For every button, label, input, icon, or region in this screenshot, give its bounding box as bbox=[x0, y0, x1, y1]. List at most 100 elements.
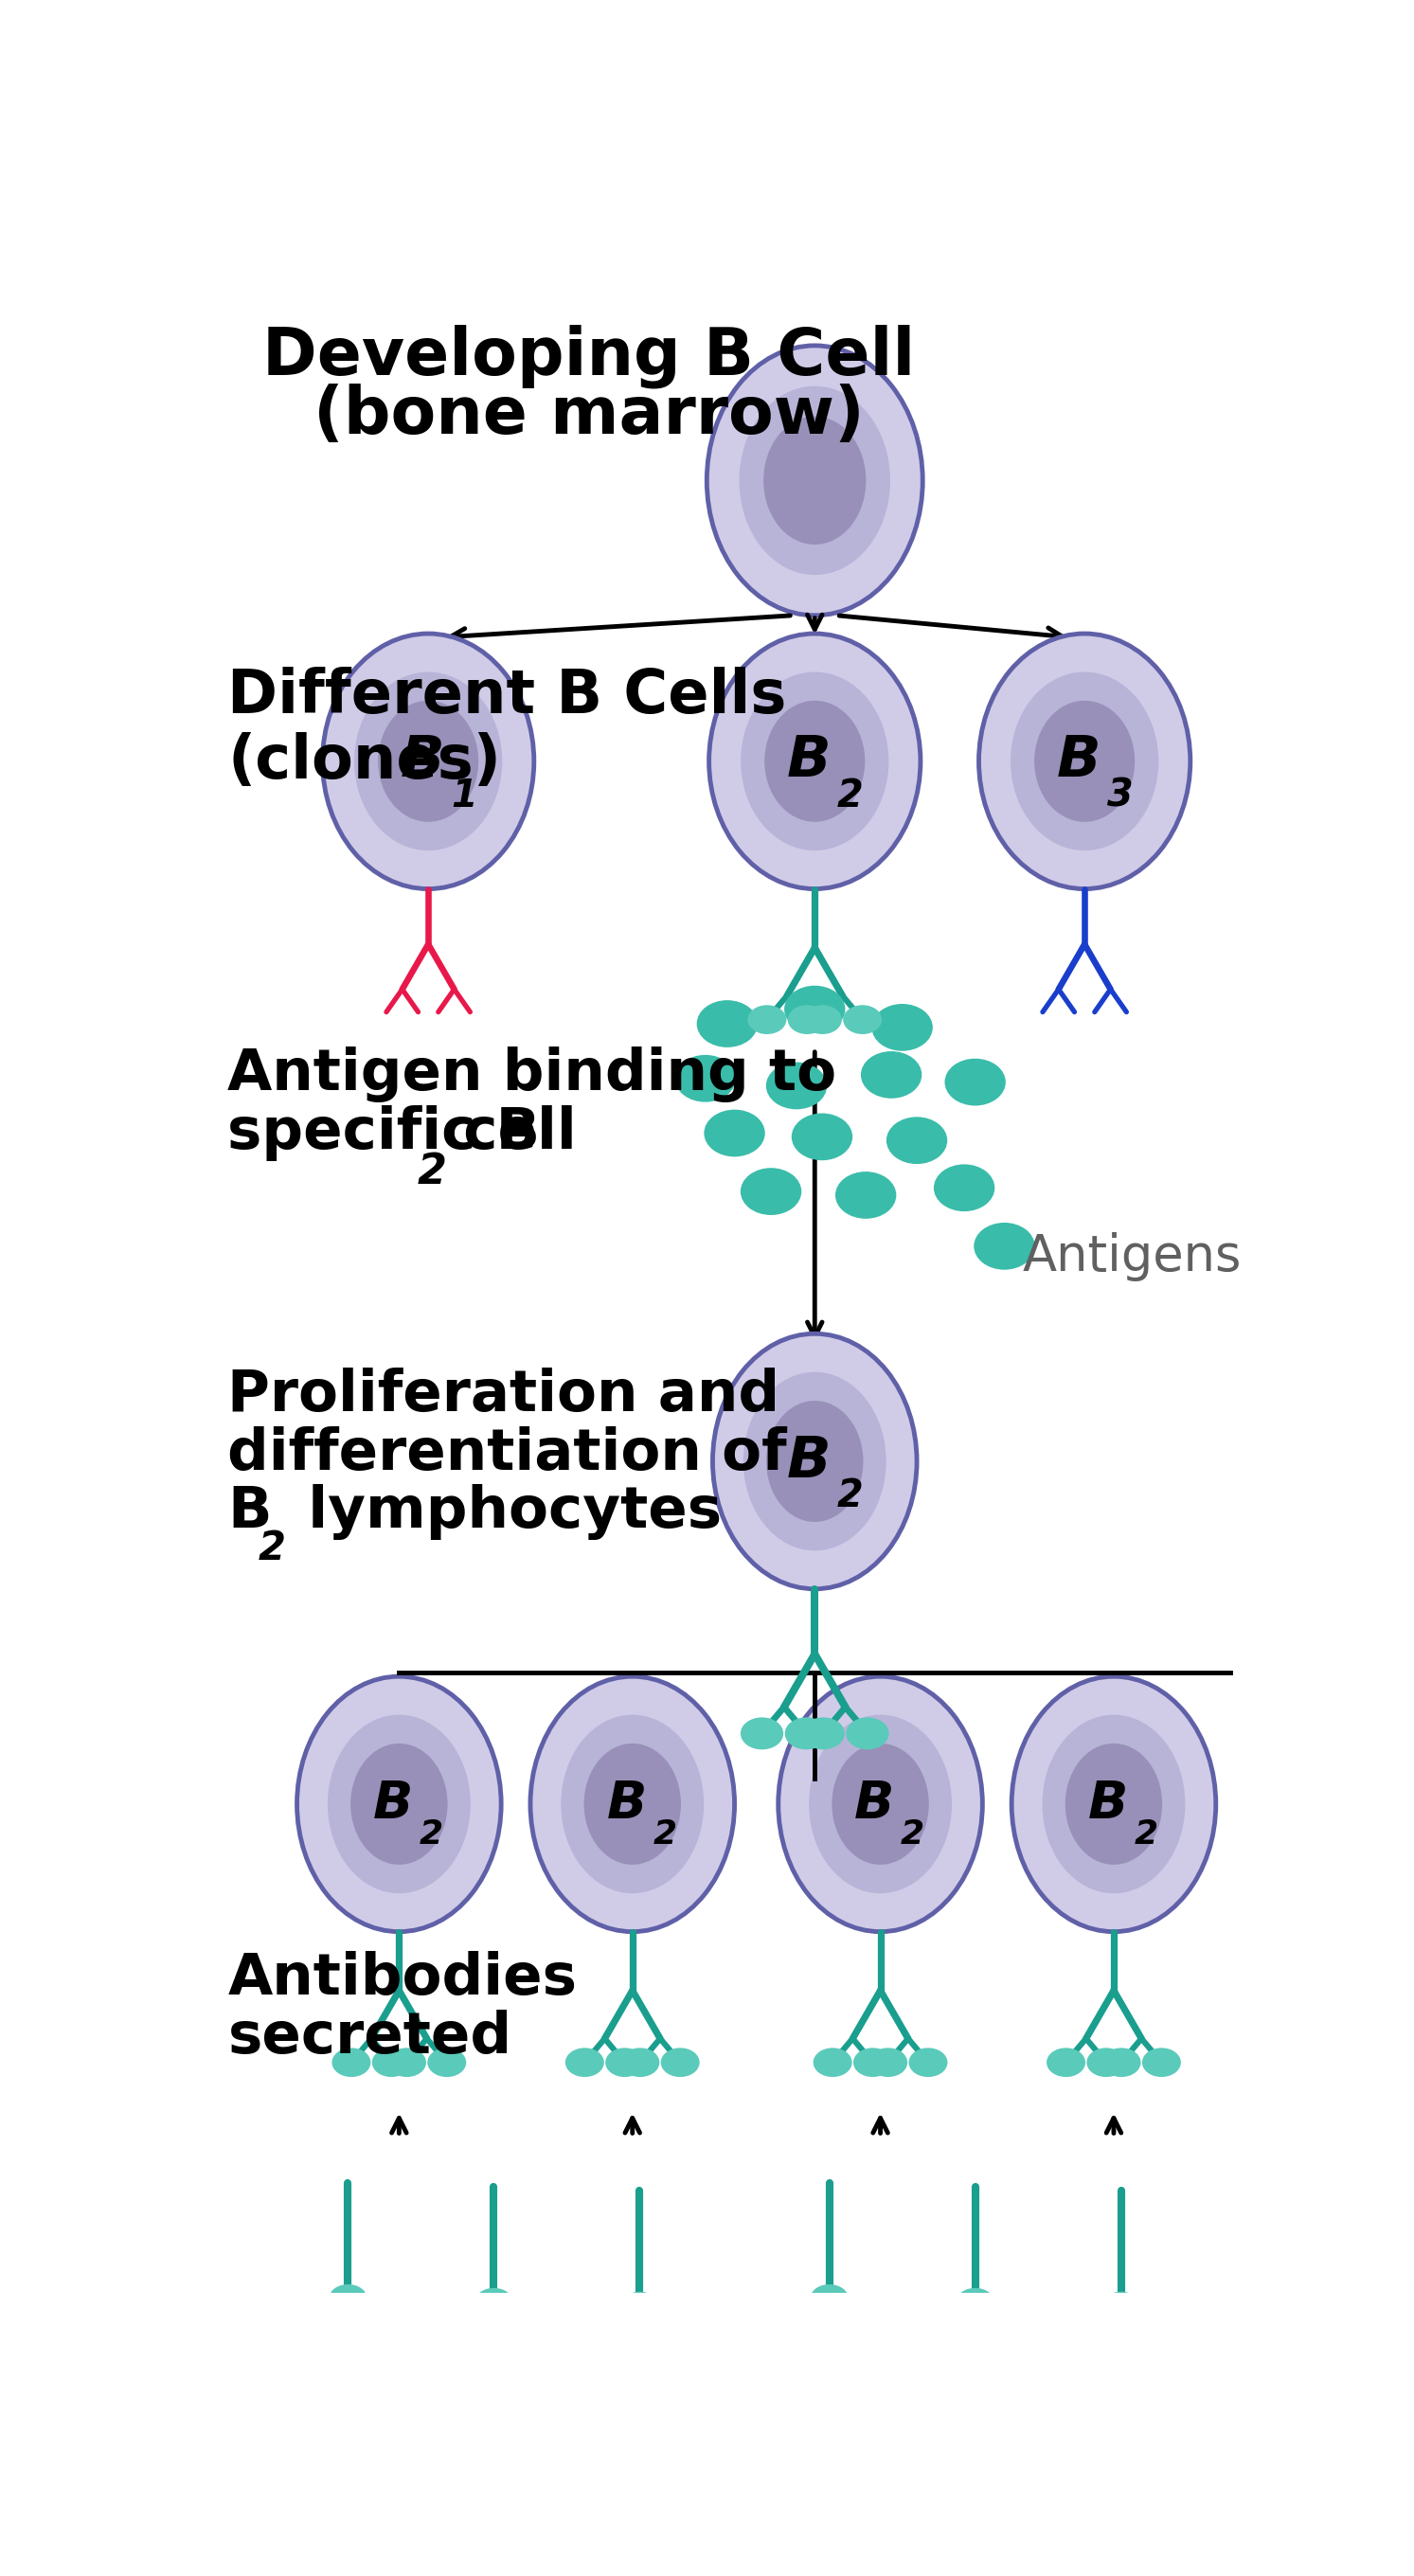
Ellipse shape bbox=[697, 999, 758, 1048]
Text: specific B: specific B bbox=[228, 1105, 540, 1162]
Ellipse shape bbox=[605, 2048, 645, 2076]
Ellipse shape bbox=[782, 2396, 846, 2442]
Text: differentiation of: differentiation of bbox=[228, 1427, 788, 1481]
Ellipse shape bbox=[764, 417, 865, 544]
Ellipse shape bbox=[1042, 1716, 1185, 1893]
Ellipse shape bbox=[530, 1677, 734, 1932]
Ellipse shape bbox=[1065, 1744, 1162, 1865]
Ellipse shape bbox=[624, 2403, 687, 2450]
Ellipse shape bbox=[792, 1113, 853, 1159]
Ellipse shape bbox=[853, 2048, 892, 2076]
Ellipse shape bbox=[855, 2398, 918, 2445]
Text: 2: 2 bbox=[259, 1528, 286, 1569]
Ellipse shape bbox=[1106, 2403, 1168, 2450]
Text: 2: 2 bbox=[837, 1479, 864, 1515]
Ellipse shape bbox=[584, 1744, 682, 1865]
Ellipse shape bbox=[1046, 2048, 1086, 2076]
Ellipse shape bbox=[1102, 2048, 1141, 2076]
Ellipse shape bbox=[810, 2285, 848, 2311]
Ellipse shape bbox=[332, 2048, 370, 2076]
Ellipse shape bbox=[748, 1005, 786, 1033]
Ellipse shape bbox=[1011, 672, 1158, 850]
Text: B: B bbox=[786, 1432, 831, 1489]
Ellipse shape bbox=[674, 1056, 735, 1103]
Ellipse shape bbox=[297, 1677, 501, 1932]
Ellipse shape bbox=[378, 701, 478, 822]
Ellipse shape bbox=[708, 634, 921, 889]
Ellipse shape bbox=[329, 2285, 366, 2311]
Text: Antigen binding to: Antigen binding to bbox=[228, 1046, 837, 1103]
Ellipse shape bbox=[404, 2396, 468, 2442]
Ellipse shape bbox=[909, 2048, 947, 2076]
Ellipse shape bbox=[887, 1118, 947, 1164]
Text: B: B bbox=[228, 1484, 271, 1540]
Ellipse shape bbox=[861, 1051, 922, 1097]
Text: secreted: secreted bbox=[228, 2009, 512, 2066]
Ellipse shape bbox=[355, 672, 502, 850]
Ellipse shape bbox=[427, 2048, 467, 2076]
Ellipse shape bbox=[846, 1718, 889, 1749]
Text: B: B bbox=[373, 1777, 413, 1829]
Text: Different B Cells: Different B Cells bbox=[228, 667, 786, 724]
Text: lymphocytes: lymphocytes bbox=[288, 1484, 723, 1540]
Ellipse shape bbox=[561, 1716, 704, 1893]
Ellipse shape bbox=[697, 2403, 759, 2450]
Ellipse shape bbox=[551, 2398, 614, 2445]
Text: 1: 1 bbox=[451, 778, 477, 814]
Ellipse shape bbox=[322, 634, 534, 889]
Text: B: B bbox=[786, 734, 831, 788]
Ellipse shape bbox=[704, 1110, 765, 1157]
Ellipse shape bbox=[960, 2398, 1022, 2445]
Ellipse shape bbox=[765, 701, 865, 822]
Ellipse shape bbox=[373, 2398, 437, 2445]
Text: B: B bbox=[854, 1777, 895, 1829]
Ellipse shape bbox=[803, 1005, 841, 1033]
Ellipse shape bbox=[1001, 2403, 1063, 2450]
Ellipse shape bbox=[592, 2403, 656, 2450]
Ellipse shape bbox=[766, 1061, 827, 1110]
Ellipse shape bbox=[713, 1334, 916, 1589]
Ellipse shape bbox=[813, 2396, 877, 2442]
Ellipse shape bbox=[785, 987, 846, 1033]
Ellipse shape bbox=[1032, 2398, 1096, 2445]
Text: Antigens: Antigens bbox=[1022, 1231, 1241, 1283]
Ellipse shape bbox=[872, 1005, 933, 1051]
Ellipse shape bbox=[1034, 701, 1135, 822]
Text: (bone marrow): (bone marrow) bbox=[312, 384, 864, 446]
Ellipse shape bbox=[478, 2398, 542, 2445]
Text: Proliferation and: Proliferation and bbox=[228, 1368, 781, 1425]
Ellipse shape bbox=[945, 1059, 1005, 1105]
Text: 2: 2 bbox=[653, 1819, 677, 1850]
Ellipse shape bbox=[836, 1172, 896, 1218]
Ellipse shape bbox=[956, 2287, 994, 2316]
Ellipse shape bbox=[1143, 2048, 1181, 2076]
Ellipse shape bbox=[740, 386, 891, 574]
Ellipse shape bbox=[1102, 2293, 1140, 2318]
Text: 3: 3 bbox=[1107, 778, 1133, 814]
Ellipse shape bbox=[928, 2398, 991, 2445]
Text: B: B bbox=[607, 1777, 646, 1829]
Ellipse shape bbox=[744, 1373, 887, 1551]
Ellipse shape bbox=[788, 1005, 826, 1033]
Ellipse shape bbox=[809, 1716, 952, 1893]
Ellipse shape bbox=[868, 2048, 908, 2076]
Ellipse shape bbox=[707, 345, 923, 616]
Text: 2: 2 bbox=[837, 778, 864, 814]
Ellipse shape bbox=[933, 1164, 994, 1211]
Text: B: B bbox=[400, 734, 444, 788]
Ellipse shape bbox=[778, 1677, 983, 1932]
Ellipse shape bbox=[1011, 1677, 1216, 1932]
Ellipse shape bbox=[831, 1744, 929, 1865]
Ellipse shape bbox=[974, 1224, 1035, 1270]
Ellipse shape bbox=[843, 1005, 882, 1033]
Ellipse shape bbox=[566, 2048, 604, 2076]
Ellipse shape bbox=[1087, 2048, 1126, 2076]
Ellipse shape bbox=[741, 1718, 783, 1749]
Ellipse shape bbox=[447, 2398, 509, 2445]
Ellipse shape bbox=[475, 2287, 513, 2316]
Text: (clones): (clones) bbox=[228, 732, 502, 791]
Ellipse shape bbox=[351, 1744, 448, 1865]
Text: Developing B Cell: Developing B Cell bbox=[262, 325, 915, 389]
Ellipse shape bbox=[741, 672, 889, 850]
Ellipse shape bbox=[813, 2048, 853, 2076]
